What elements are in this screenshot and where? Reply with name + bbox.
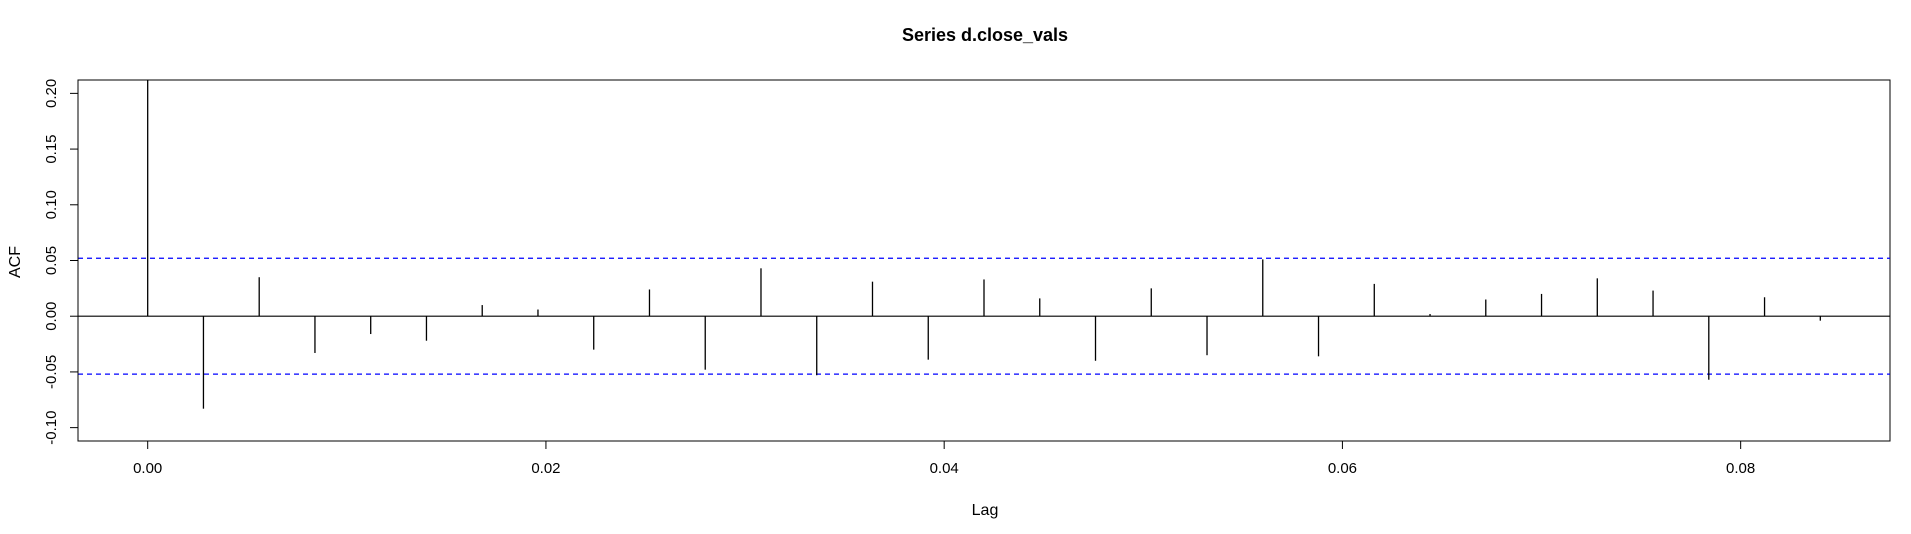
x-tick-label: 0.02 xyxy=(531,460,560,477)
y-axis-label: ACF xyxy=(7,246,24,278)
y-tick-label: 0.00 xyxy=(43,302,60,331)
y-tick-label: 0.20 xyxy=(43,79,60,108)
plot-frame xyxy=(77,79,1891,442)
x-tick-label: 0.00 xyxy=(133,460,162,477)
x-axis: 0.00 0.02 0.04 0.06 0.08 xyxy=(133,440,1755,477)
y-tick-label: 0.15 xyxy=(43,134,60,163)
y-tick-label: 0.05 xyxy=(43,246,60,275)
x-tick-label: 0.08 xyxy=(1726,460,1755,477)
confidence-bounds xyxy=(78,257,1890,375)
x-tick-label: 0.04 xyxy=(930,460,959,477)
y-axis: -0.10 -0.05 0.00 0.05 0.10 0.15 0.20 xyxy=(43,79,79,445)
chart-title: Series d.close_vals xyxy=(902,25,1068,45)
acf-spikes xyxy=(147,80,1821,409)
x-axis-label: Lag xyxy=(972,502,999,519)
y-tick-label: 0.10 xyxy=(43,190,60,219)
y-tick-label: -0.10 xyxy=(43,411,60,445)
x-tick-label: 0.06 xyxy=(1328,460,1357,477)
y-tick-label: -0.05 xyxy=(43,355,60,389)
